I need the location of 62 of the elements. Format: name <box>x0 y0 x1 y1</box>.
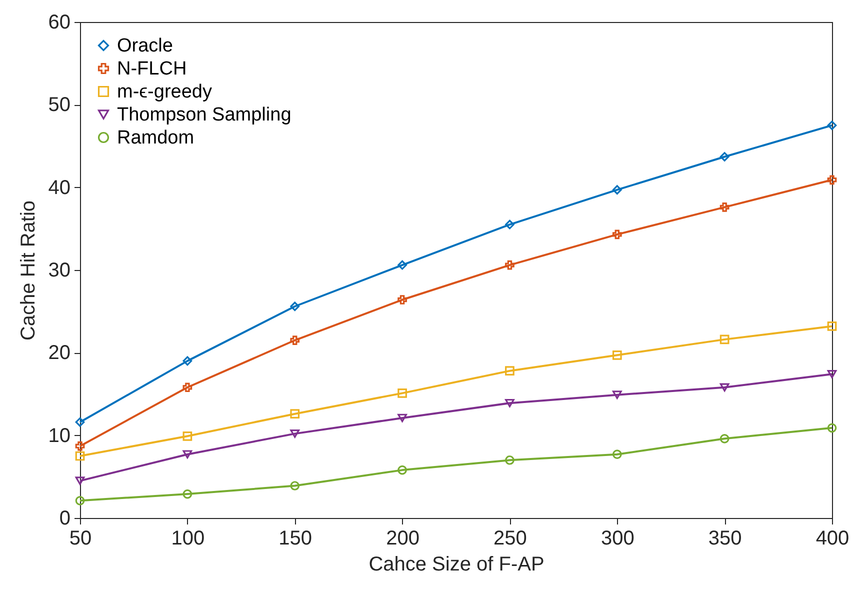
y-axis-title: Cache Hit Ratio <box>17 200 40 341</box>
point <box>505 455 514 465</box>
legend-label: m-ϵ-greedy <box>117 82 212 102</box>
point <box>720 434 730 444</box>
point <box>612 185 622 194</box>
point <box>398 414 407 422</box>
point <box>720 334 730 344</box>
point <box>612 350 622 360</box>
y-tick-label: 40 <box>48 176 70 199</box>
x-axis-title: Cahce Size of F-AP <box>368 554 544 576</box>
x-tick-label: 350 <box>708 528 742 550</box>
point <box>505 398 514 408</box>
point <box>182 356 192 366</box>
point <box>182 489 192 499</box>
x-tick-label: 150 <box>278 528 312 550</box>
point <box>75 451 85 461</box>
point <box>290 409 300 419</box>
point <box>290 430 300 438</box>
point <box>75 417 85 427</box>
point <box>612 390 622 399</box>
point <box>612 230 622 240</box>
point <box>827 322 837 331</box>
point <box>290 481 300 490</box>
point <box>398 465 407 475</box>
y-tick-label: 0 <box>59 508 70 530</box>
point <box>75 496 85 506</box>
point <box>505 220 514 230</box>
point <box>827 120 837 130</box>
x-tick-label: 50 <box>69 528 92 550</box>
point <box>290 302 300 312</box>
point <box>75 441 85 451</box>
point <box>827 370 837 378</box>
point <box>75 476 85 485</box>
x-tick-label: 100 <box>171 528 205 550</box>
point <box>182 431 192 441</box>
x-tick-label: 200 <box>386 528 420 550</box>
point <box>827 423 837 433</box>
legend-label: Ramdom <box>117 128 194 148</box>
y-tick-label: 20 <box>48 342 70 364</box>
x-tick-label: 250 <box>494 528 527 550</box>
legend-label: Oracle <box>117 36 173 56</box>
point <box>505 260 514 270</box>
point <box>182 382 192 392</box>
y-tick-label: 30 <box>48 260 70 282</box>
point <box>290 336 300 345</box>
point <box>720 202 730 212</box>
point <box>720 152 730 162</box>
point <box>720 383 730 392</box>
x-tick-label: 300 <box>600 528 634 550</box>
point <box>612 450 622 460</box>
y-tick-label: 10 <box>48 424 70 447</box>
point <box>182 450 192 458</box>
point <box>398 295 407 304</box>
y-tick-label: 50 <box>48 94 70 116</box>
legend-label: N-FLCH <box>117 58 187 80</box>
point <box>505 366 514 376</box>
point <box>398 388 407 398</box>
point <box>398 260 407 270</box>
point <box>827 175 837 185</box>
legend-label: Thompson Sampling <box>117 104 292 126</box>
y-tick-label: 60 <box>48 12 70 34</box>
x-tick-label: 400 <box>816 528 850 550</box>
